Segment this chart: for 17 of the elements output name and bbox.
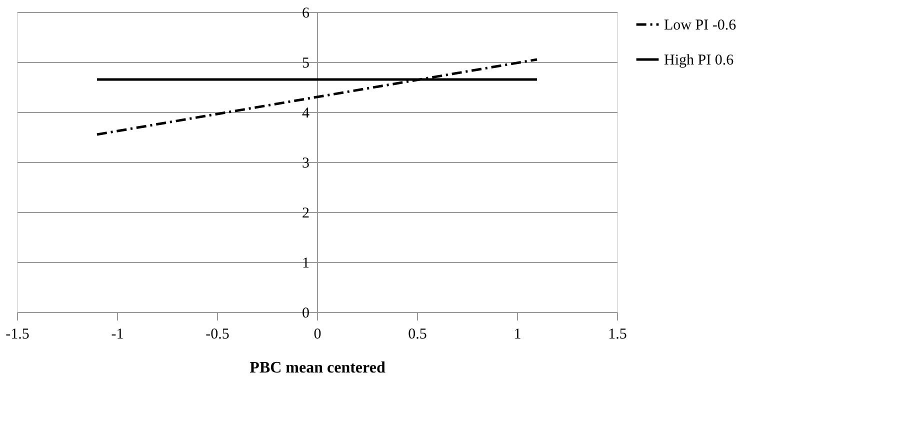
- x-tick-label: 0.5: [408, 326, 427, 342]
- x-tick-label: 1.5: [608, 326, 627, 342]
- x-axis-title: PBC mean centered: [250, 360, 386, 376]
- y-tick-label: 2: [302, 206, 310, 222]
- x-tick-label: -0.5: [206, 326, 230, 342]
- legend-label: High PI 0.6: [664, 52, 734, 68]
- x-tick-label: -1: [111, 326, 124, 342]
- y-tick-label: 5: [302, 56, 310, 72]
- y-tick-label: 6: [302, 6, 310, 22]
- y-tick-label: 4: [302, 106, 310, 122]
- y-tick-label: 0: [302, 306, 310, 322]
- x-tick-label: 1: [514, 326, 522, 342]
- x-tick-label: -1.5: [6, 326, 30, 342]
- y-tick-label: 1: [302, 256, 310, 272]
- x-tick-label: 0: [314, 326, 322, 342]
- legend-label: Low PI -0.6: [664, 18, 737, 34]
- y-tick-label: 3: [302, 156, 310, 172]
